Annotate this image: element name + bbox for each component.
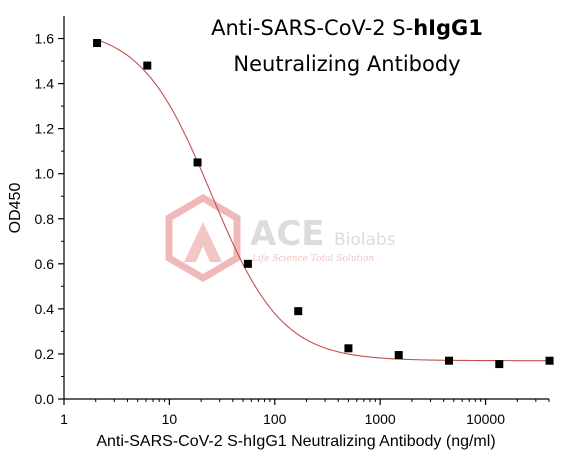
x-tick-label: 1 [60, 411, 68, 427]
y-tick-label: 1.0 [35, 166, 55, 182]
data-point [143, 61, 152, 70]
x-axis-title: Anti-SARS-CoV-2 S-hIgG1 Neutralizing Ant… [96, 433, 495, 450]
chart-title-line2: Neutralizing Antibody [233, 52, 460, 76]
y-tick-label: 0.0 [35, 391, 55, 407]
data-point [394, 351, 403, 360]
data-point [193, 158, 202, 167]
watermark-suffix: Biolabs [334, 230, 396, 250]
watermark-tagline: Life Science Total Solution [251, 254, 374, 264]
data-point [243, 259, 252, 268]
data-point [545, 356, 554, 365]
data-point [93, 39, 102, 48]
y-tick-label: 0.2 [35, 346, 55, 362]
watermark-hexagon-icon [165, 193, 241, 283]
fit-curve-layer [95, 38, 550, 362]
y-tick-label: 1.4 [35, 76, 55, 92]
data-points [93, 39, 554, 369]
watermark-logo: ACE Biolabs Life Science Total Solution [165, 193, 396, 283]
y-tick-label: 0.4 [35, 301, 55, 317]
x-tick-label: 1000 [365, 411, 396, 427]
x-tick-label: 10000 [466, 411, 505, 427]
watermark-a-icon [184, 222, 222, 262]
y-axis-title: OD450 [7, 183, 24, 234]
y-tick-label: 1.2 [35, 121, 55, 137]
x-tick-label: 10 [162, 411, 178, 427]
x-tick-label: 100 [263, 411, 287, 427]
axis-ticks: 1 10 100 1000 10000 0.0 0.2 0.4 0.6 0.8 1.0 1.2 1.4 1… [35, 31, 550, 427]
y-tick-label: 0.8 [35, 211, 55, 227]
data-point [344, 344, 353, 353]
watermark-brand: ACE [250, 214, 325, 254]
data-point [495, 360, 504, 369]
y-tick-label: 0.6 [35, 256, 55, 272]
chart-title-line1: Anti-SARS-CoV-2 S-hIgG1 [211, 16, 483, 40]
y-tick-label: 1.6 [35, 31, 55, 47]
data-point [445, 356, 454, 365]
data-point [294, 307, 303, 316]
fit-curve [95, 38, 550, 362]
